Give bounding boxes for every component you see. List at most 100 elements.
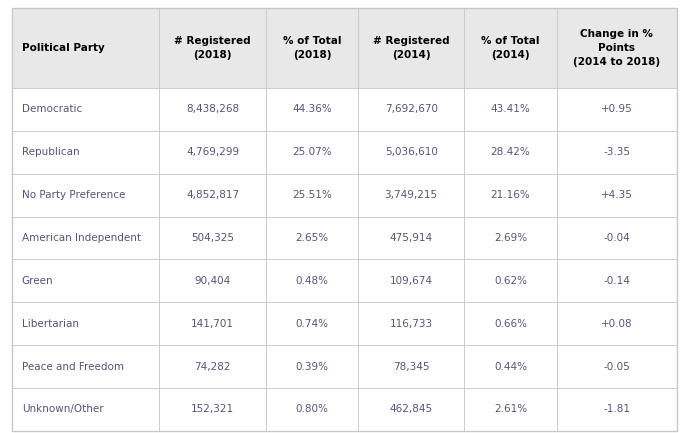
Text: 43.41%: 43.41% [491,104,530,114]
Text: -0.05: -0.05 [603,362,630,372]
Text: 21.16%: 21.16% [491,190,530,200]
Bar [266,8,358,88]
Bar [464,302,557,345]
Text: 109,674: 109,674 [390,276,432,286]
Text: 116,733: 116,733 [390,319,432,329]
Text: 3,749,215: 3,749,215 [385,190,438,200]
Text: -0.14: -0.14 [603,276,630,286]
Bar [160,259,266,302]
Bar [12,8,160,88]
Text: Green: Green [22,276,54,286]
Bar [12,259,160,302]
Bar [266,259,358,302]
Text: 475,914: 475,914 [390,233,432,243]
Text: 25.07%: 25.07% [292,147,332,157]
Text: 2.61%: 2.61% [494,404,527,414]
Text: 0.80%: 0.80% [295,404,328,414]
Text: 78,345: 78,345 [393,362,430,372]
Bar [12,131,160,174]
Bar [160,216,266,259]
Bar [160,131,266,174]
Text: Libertarian: Libertarian [22,319,79,329]
Bar [557,8,677,88]
Bar [358,174,464,216]
Text: 0.74%: 0.74% [295,319,328,329]
Text: # Registered
(2014): # Registered (2014) [373,36,449,60]
Text: Political Party: Political Party [22,43,105,53]
Text: % of Total
(2018): % of Total (2018) [283,36,341,60]
Text: Change in %
Points
(2014 to 2018): Change in % Points (2014 to 2018) [573,29,660,67]
Bar [12,388,160,431]
Bar [160,8,266,88]
Bar [557,302,677,345]
Bar [266,88,358,131]
Bar [464,216,557,259]
Text: 90,404: 90,404 [194,276,231,286]
Bar [12,174,160,216]
Bar [266,345,358,388]
Text: Democratic: Democratic [22,104,82,114]
Text: % of Total
(2014): % of Total (2014) [481,36,540,60]
Bar [358,259,464,302]
Bar [557,345,677,388]
Bar [464,88,557,131]
Text: 152,321: 152,321 [191,404,234,414]
Bar [266,131,358,174]
Bar [266,216,358,259]
Text: 0.39%: 0.39% [295,362,328,372]
Text: American Independent: American Independent [22,233,141,243]
Bar [557,216,677,259]
Text: 44.36%: 44.36% [292,104,332,114]
Bar [358,216,464,259]
Bar [557,88,677,131]
Text: Unknown/Other: Unknown/Other [22,404,103,414]
Bar [358,88,464,131]
Bar [266,388,358,431]
Bar [160,174,266,216]
Text: +0.95: +0.95 [601,104,632,114]
Text: 2.65%: 2.65% [295,233,328,243]
Text: Republican: Republican [22,147,80,157]
Text: 25.51%: 25.51% [292,190,332,200]
Text: Peace and Freedom: Peace and Freedom [22,362,124,372]
Text: 141,701: 141,701 [191,319,234,329]
Bar [557,259,677,302]
Text: 74,282: 74,282 [194,362,231,372]
Bar [464,388,557,431]
Bar [464,174,557,216]
Text: 2.69%: 2.69% [494,233,527,243]
Bar [464,8,557,88]
Text: -1.81: -1.81 [603,404,630,414]
Text: 5,036,610: 5,036,610 [385,147,438,157]
Text: 0.62%: 0.62% [494,276,527,286]
Text: # Registered
(2018): # Registered (2018) [174,36,251,60]
Bar [557,131,677,174]
Bar [160,345,266,388]
Bar [557,174,677,216]
Text: 504,325: 504,325 [191,233,234,243]
Bar [358,8,464,88]
Text: 0.44%: 0.44% [494,362,527,372]
Bar [266,302,358,345]
Text: No Party Preference: No Party Preference [22,190,125,200]
Bar [12,216,160,259]
Text: +0.08: +0.08 [601,319,632,329]
Bar [160,302,266,345]
Text: 28.42%: 28.42% [491,147,530,157]
Text: 4,769,299: 4,769,299 [186,147,239,157]
Bar [160,388,266,431]
Text: -0.04: -0.04 [603,233,630,243]
Bar [12,88,160,131]
Text: 8,438,268: 8,438,268 [186,104,239,114]
Bar [464,259,557,302]
Bar [464,131,557,174]
Bar [358,345,464,388]
Bar [358,302,464,345]
Text: -3.35: -3.35 [603,147,630,157]
Text: 0.48%: 0.48% [295,276,328,286]
Text: 7,692,670: 7,692,670 [385,104,438,114]
Text: +4.35: +4.35 [600,190,632,200]
Bar [12,302,160,345]
Bar [464,345,557,388]
Text: 4,852,817: 4,852,817 [186,190,239,200]
